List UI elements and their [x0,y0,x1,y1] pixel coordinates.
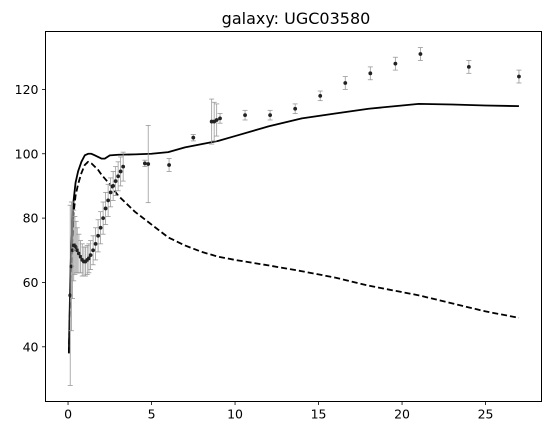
data-marker [113,179,118,184]
data-point-28 [120,151,126,182]
y-tick-label: 120 [15,82,39,97]
data-marker [393,61,398,66]
chart-title: galaxy: UGC03580 [222,9,371,28]
series-line-1 [67,102,519,354]
data-marker [293,106,298,111]
y-tick-label: 100 [15,146,39,161]
data-marker [77,251,81,256]
data-marker [146,162,151,166]
data-point-20 [100,201,106,235]
data-point-32 [190,134,196,142]
data-point-14 [86,243,92,274]
y-tick-label: 80 [23,211,39,226]
x-tick-label: 15 [311,407,327,422]
data-marker [121,164,126,169]
data-point-6 [73,220,79,274]
x-tick-label: 0 [64,407,72,422]
data-marker [318,93,323,98]
data-point-46 [516,69,522,84]
data-marker [268,113,273,118]
y-tick-label: 40 [23,339,39,354]
data-marker [167,163,171,167]
series-line-2 [67,160,520,354]
data-marker [243,113,247,118]
data-point-15 [88,240,94,270]
data-marker [191,135,196,140]
data-marker [88,253,93,258]
data-marker [368,71,373,76]
data-point-44 [417,47,423,61]
data-point-22 [105,183,111,217]
y-axis: 40 60 80 100 120 [15,82,46,354]
data-marker [116,174,121,179]
data-marker [517,74,521,79]
data-point-18 [95,219,101,253]
plot-area [67,47,522,386]
data-point-16 [90,235,96,266]
data-marker [218,116,222,121]
data-point-38 [267,109,273,121]
data-marker [214,118,219,122]
data-marker [103,206,108,211]
data-point-37 [242,109,248,121]
data-point-39 [292,103,298,114]
data-point-17 [93,227,99,261]
data-point-26 [115,161,121,192]
x-tick-label: 10 [227,407,243,422]
data-marker [87,256,91,261]
data-point-31 [166,158,172,172]
data-point-42 [367,66,373,81]
data-marker [466,64,471,69]
data-point-40 [317,90,323,102]
axes-frame [45,31,542,402]
x-tick-label: 20 [394,407,410,422]
data-marker [101,216,106,221]
data-point-25 [113,166,119,196]
data-point-21 [103,191,109,225]
x-tick-label: 25 [478,407,494,422]
data-marker [91,248,95,253]
data-marker [118,169,123,174]
data-marker [75,248,80,253]
data-marker [418,52,423,56]
data-point-35 [214,103,220,137]
data-point-43 [392,56,398,71]
data-marker [96,233,101,238]
data-point-45 [466,60,472,74]
data-point-23 [108,177,114,208]
data-marker [93,241,98,246]
data-point-29 [142,159,148,168]
data-marker [98,225,103,230]
data-point-41 [342,76,348,90]
data-point-27 [118,156,124,187]
data-marker [106,198,111,203]
x-tick-label: 5 [148,407,156,422]
data-marker [111,184,116,188]
x-axis: 0 5 10 15 20 25 [64,401,494,422]
data-point-24 [110,171,116,201]
y-tick-label: 60 [23,275,39,290]
data-marker [343,81,348,85]
data-point-36 [217,113,223,124]
data-marker [108,190,113,195]
data-marker [78,254,83,259]
data-point-30 [145,125,151,204]
data-marker [142,161,147,166]
data-point-19 [98,211,104,245]
